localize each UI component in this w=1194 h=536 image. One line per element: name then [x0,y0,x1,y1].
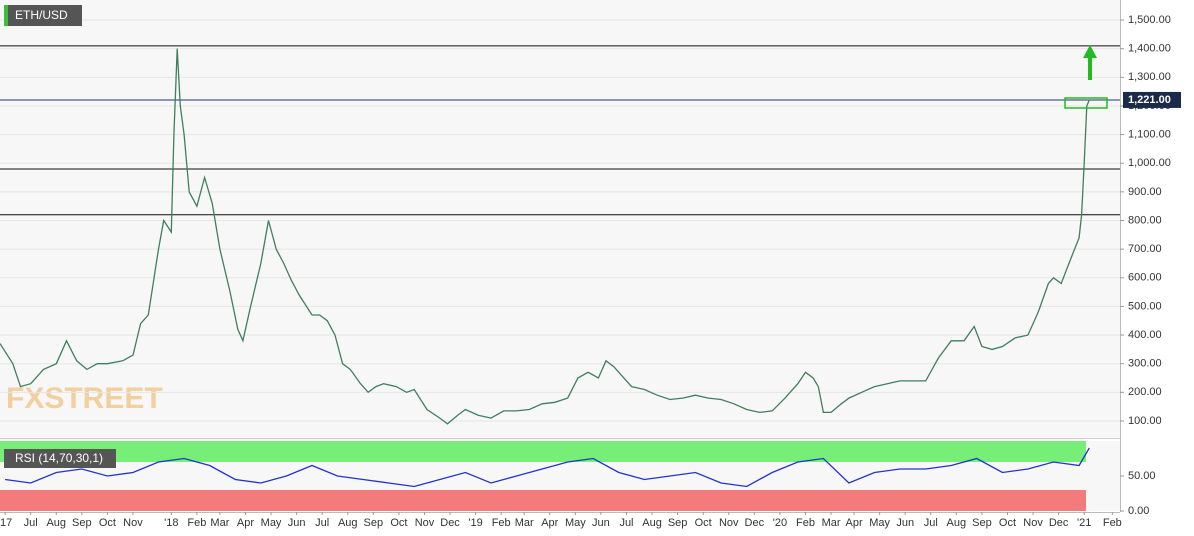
x-tick-label: Oct [695,517,712,529]
x-tick-label: Aug [338,517,358,529]
title-accent [4,5,8,26]
x-tick-label: Feb [796,517,815,529]
x-tick-label: Nov [415,517,435,529]
x-tick-label: Apr [541,517,558,529]
y-tick-label: 300.00 [1128,358,1162,370]
y-tick-label: 700.00 [1128,243,1162,255]
x-tick-label: Jul [24,517,38,529]
y-tick-label: 500.00 [1128,300,1162,312]
x-tick-label: Sep [364,517,384,529]
y-tick-label: 600.00 [1128,272,1162,284]
title-box [4,5,82,26]
x-tick-label: '17 [0,517,12,529]
y-tick-label: 1,500.00 [1128,14,1171,26]
x-tick-label: Mar [515,517,534,529]
plot-background [0,0,1120,437]
x-tick-label: Aug [947,517,967,529]
x-tick-label: Dec [440,517,460,529]
y-tick-label: 100.00 [1128,415,1162,427]
x-tick-label: Jul [315,517,329,529]
x-tick-label: Oct [390,517,407,529]
y-tick-label: 200.00 [1128,386,1162,398]
y-tick-label: 1,300.00 [1128,71,1171,83]
rsi-band [0,441,1086,462]
x-tick-label: Dec [745,517,765,529]
x-tick-label: Apr [237,517,254,529]
x-tick-label: May [565,517,586,529]
x-tick-label: Sep [72,517,92,529]
rsi-title: RSI (14,70,30,1) [15,451,103,465]
x-tick-label: Jun [896,517,914,529]
x-tick-label: Aug [46,517,66,529]
price-tag-label: 1,221.00 [1128,94,1171,106]
x-tick-label: Aug [642,517,662,529]
watermark: FXSTREET [6,382,163,415]
x-tick-label: May [261,517,282,529]
x-tick-label: Nov [1023,517,1043,529]
x-tick-label: May [869,517,890,529]
x-tick-label: Mar [822,517,841,529]
x-tick-label: Sep [668,517,688,529]
x-tick-label: Jun [288,517,306,529]
x-tick-label: Jun [592,517,610,529]
x-tick-label: Sep [972,517,992,529]
price-line [0,48,1090,425]
y-tick-label: 0.00 [1128,505,1149,517]
y-tick-label: 1,100.00 [1128,128,1171,140]
price-line [5,447,1090,488]
y-tick-label: 400.00 [1128,329,1162,341]
x-tick-label: Oct [999,517,1016,529]
y-tick-label: 1,000.00 [1128,157,1171,169]
price-tag [1123,91,1181,108]
x-tick-label: '20 [773,517,787,529]
arrow-head [1083,45,1097,58]
y-tick-label: 900.00 [1128,186,1162,198]
x-tick-label: Apr [846,517,863,529]
y-tick-label: 50.00 [1128,470,1156,482]
x-tick-label: Feb [187,517,206,529]
x-tick-label: Dec [1049,517,1069,529]
x-tick-label: Oct [99,517,116,529]
rsi-band [0,490,1086,511]
x-tick-label: Nov [123,517,143,529]
x-tick-label: Feb [1103,517,1122,529]
y-tick-label: 800.00 [1128,214,1162,226]
highlight-box [1064,97,1108,109]
x-tick-label: '18 [164,517,178,529]
x-tick-label: '21 [1077,517,1091,529]
y-tick-label: 1,400.00 [1128,43,1171,55]
x-tick-label: Jul [619,517,633,529]
rsi-title-box [4,449,116,468]
x-tick-label: Jul [924,517,938,529]
x-tick-label: Mar [210,517,229,529]
x-tick-label: Feb [492,517,511,529]
chart-title: ETH/USD [15,8,68,22]
x-tick-label: '19 [468,517,482,529]
layer: 100.00 200.00 300.00 400.00 500.00 600.00 700.… [0,14,1181,529]
x-tick-label: Nov [719,517,739,529]
